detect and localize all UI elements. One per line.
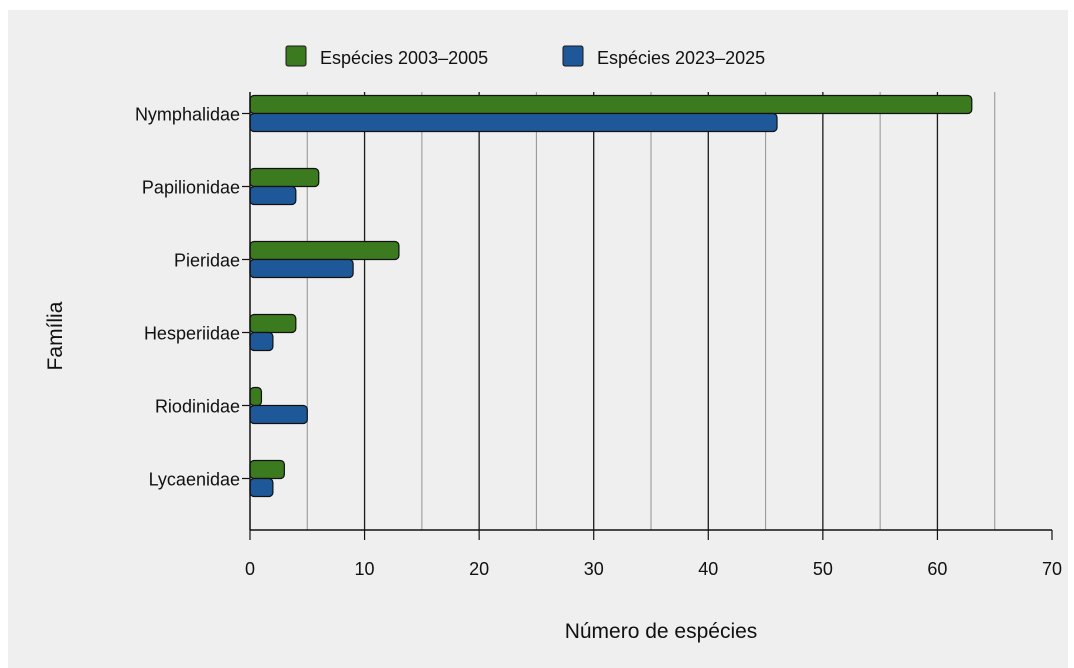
y-tick-label: Pieridae <box>174 251 240 271</box>
y-tick-label: Nymphalidae <box>135 105 240 125</box>
x-tick-label: 40 <box>698 559 718 579</box>
bar-riodinidae-series-1 <box>249 386 263 407</box>
legend-swatch <box>562 45 584 67</box>
x-tick-label: 60 <box>927 559 947 579</box>
bar-hesperiidae-series-1 <box>249 313 297 334</box>
bar-papilionidae-series-1 <box>249 167 320 188</box>
x-tick-label: 30 <box>584 559 604 579</box>
bar-nymphalidae-series-1 <box>249 94 973 115</box>
x-tick-label: 20 <box>469 559 489 579</box>
x-axis-ticks: 0 10 20 30 40 50 60 70 <box>245 530 1062 579</box>
y-axis-label: Família <box>44 301 67 370</box>
legend-label: Espécies 2023–2025 <box>597 48 765 68</box>
legend: Espécies 2003–2005 Espécies 2023–2025 <box>285 45 765 68</box>
axes <box>249 92 1052 531</box>
bar-hesperiidae-series-2 <box>249 331 274 352</box>
bar-pieridae-series-2 <box>249 258 354 279</box>
y-tick-label: Lycaenidae <box>149 470 240 490</box>
x-tick-label: 50 <box>813 559 833 579</box>
bar-lycaenidae-series-2 <box>249 477 274 498</box>
x-tick-label: 70 <box>1042 559 1062 579</box>
grid-lines <box>306 92 996 530</box>
bar-pieridae-series-1 <box>249 240 400 261</box>
x-tick-label: 10 <box>355 559 375 579</box>
y-tick-label: Hesperiidae <box>144 324 240 344</box>
bar-riodinidae-series-2 <box>249 404 308 425</box>
bar-nymphalidae-series-2 <box>249 112 778 133</box>
legend-swatch <box>285 45 307 67</box>
bars <box>249 94 973 498</box>
y-tick-label: Riodinidae <box>155 397 240 417</box>
y-axis-ticks: Nymphalidae Papilionidae Pieridae Hesperiid… <box>135 105 250 490</box>
legend-label: Espécies 2003–2005 <box>320 48 488 68</box>
x-axis-label: Número de espécies <box>565 620 758 643</box>
x-tick-label: 0 <box>245 559 255 579</box>
bar-papilionidae-series-2 <box>249 185 297 206</box>
bar-lycaenidae-series-1 <box>249 459 285 480</box>
y-tick-label: Papilionidae <box>142 178 240 198</box>
